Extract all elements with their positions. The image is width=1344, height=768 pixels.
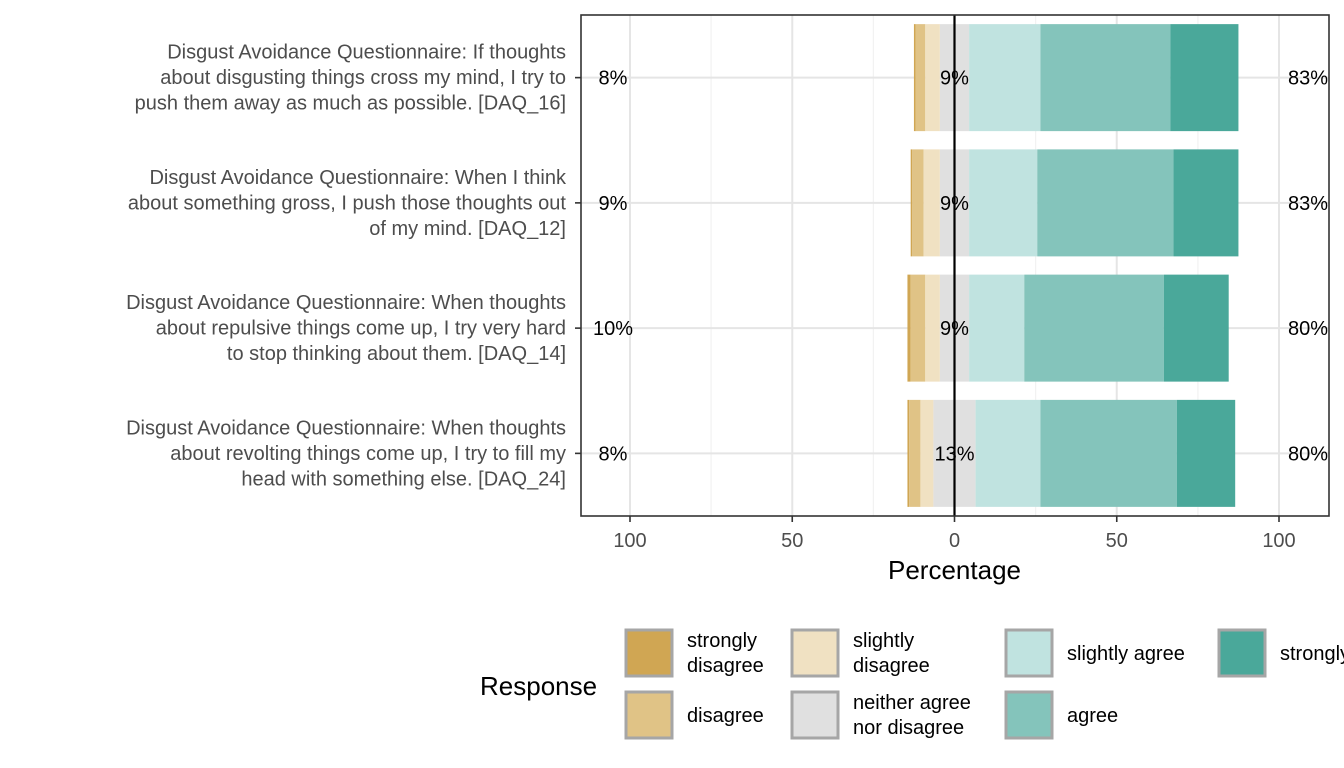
item-label-line: Disgust Avoidance Questionnaire: If thou…: [167, 42, 566, 64]
legend-label: disagree: [853, 655, 930, 677]
legend-key: [1004, 690, 1054, 740]
item-label-line: Disgust Avoidance Questionnaire: When I …: [149, 167, 567, 189]
legend-label: slightly: [853, 630, 914, 652]
bar-segment-strongly-disagree: [910, 149, 913, 257]
right-percent-label: 83%: [1288, 68, 1328, 90]
legend-label: strongly: [687, 630, 757, 652]
legend-label: disagree: [687, 705, 764, 727]
legend-label: slightly agree: [1067, 643, 1185, 665]
legend-key: [624, 628, 674, 678]
x-tick-label: 50: [1106, 530, 1128, 552]
legend-key: [624, 690, 674, 740]
item-label-line: Disgust Avoidance Questionnaire: When th…: [126, 417, 566, 439]
bar-segment-strongly-agree: [1170, 24, 1239, 132]
bar-segment-strongly-disagree: [907, 274, 911, 382]
item-label-line: Disgust Avoidance Questionnaire: When th…: [126, 292, 566, 314]
item-label-line: about repulsive things come up, I try ve…: [156, 318, 566, 340]
bar-segment-agree: [1040, 24, 1171, 132]
legend-key: [1004, 628, 1054, 678]
bar-segment-disagree: [912, 149, 924, 257]
legend-label: disagree: [687, 655, 764, 677]
item-label-line: to stop thinking about them. [DAQ_14]: [227, 343, 566, 365]
legend-label: agree: [1067, 705, 1118, 727]
legend-key: [790, 628, 840, 678]
x-tick-label: 0: [949, 530, 960, 552]
left-percent-label: 9%: [599, 193, 628, 215]
center-percent-label: 9%: [940, 318, 969, 340]
legend-key: [1217, 628, 1267, 678]
right-percent-label: 83%: [1288, 193, 1328, 215]
bar-segment-slightly-disagree: [925, 24, 940, 132]
item-label-line: push them away as much as possible. [DAQ…: [135, 93, 566, 115]
x-tick-label: 100: [613, 530, 646, 552]
bar-segment-strongly-agree: [1173, 149, 1239, 257]
x-tick-label: 100: [1262, 530, 1295, 552]
center-percent-label: 13%: [934, 443, 974, 465]
legend-key: [790, 690, 840, 740]
x-axis-title: Percentage: [888, 555, 1021, 585]
legend-label: nor disagree: [853, 717, 964, 739]
bar-segment-slightly-disagree: [925, 274, 940, 382]
bar-segment-strongly-agree: [1163, 274, 1229, 382]
bar-segment-agree: [1024, 274, 1164, 382]
bar-segment-agree: [1040, 399, 1177, 507]
bar-segment-strongly-disagree: [913, 24, 916, 132]
bar-segment-slightly-disagree: [920, 399, 934, 507]
bar-segment-slightly-agree: [969, 149, 1038, 257]
left-percent-label: 8%: [599, 443, 628, 465]
center-percent-label: 9%: [940, 193, 969, 215]
legend-title: Response: [480, 671, 597, 701]
center-percent-label: 9%: [940, 68, 969, 90]
left-percent-label: 8%: [599, 68, 628, 90]
item-label-line: about revolting things come up, I try to…: [170, 443, 566, 465]
bar-segment-strongly-agree: [1176, 399, 1236, 507]
item-label-line: of my mind. [DAQ_12]: [369, 218, 566, 240]
bar-segment-slightly-agree: [969, 274, 1025, 382]
bar-segment-slightly-agree: [975, 399, 1041, 507]
left-percent-label: 10%: [593, 318, 633, 340]
item-label-line: about something gross, I push those thou…: [128, 192, 567, 214]
legend-label: strongly agree: [1280, 643, 1344, 665]
x-tick-label: 50: [781, 530, 803, 552]
item-label-line: about disgusting things cross my mind, I…: [160, 67, 566, 89]
bar-segment-slightly-agree: [969, 24, 1041, 132]
legend-label: neither agree: [853, 692, 971, 714]
right-percent-label: 80%: [1288, 318, 1328, 340]
bar-segment-disagree: [910, 274, 926, 382]
bar-segment-disagree: [915, 24, 926, 132]
bar-segment-agree: [1037, 149, 1174, 257]
bar-segment-strongly-disagree: [907, 399, 910, 507]
bar-segment-slightly-disagree: [923, 149, 940, 257]
right-percent-label: 80%: [1288, 443, 1328, 465]
bar-segment-disagree: [909, 399, 921, 507]
item-label-line: head with something else. [DAQ_24]: [241, 468, 566, 490]
